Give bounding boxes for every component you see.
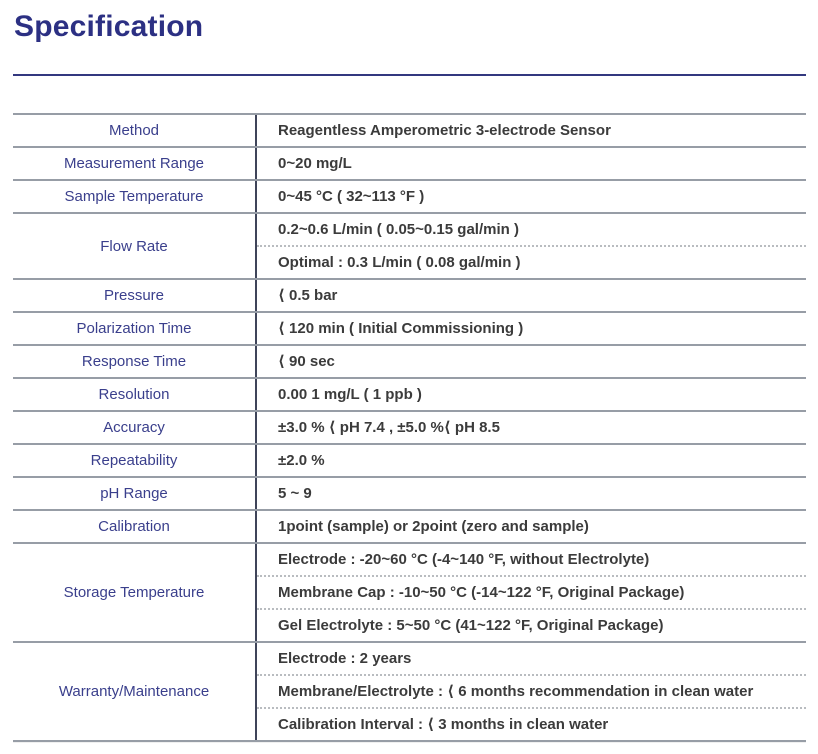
page-title: Specification <box>14 10 204 43</box>
row-value: 0~45 °C ( 32~113 °F ) <box>278 188 425 205</box>
row-value: 0~20 mg/L <box>278 155 352 172</box>
row-label: Storage Temperature <box>63 584 205 601</box>
row-label: Polarization Time <box>76 320 192 337</box>
row-label: Repeatability <box>90 452 178 469</box>
specification-table: Method Reagentless Amperometric 3-electr… <box>13 113 806 742</box>
row-label: Flow Rate <box>100 237 168 255</box>
table-row-ph-range: pH Range 5 ~ 9 <box>13 478 806 511</box>
row-value: ⟨ 0.5 bar <box>278 287 338 304</box>
table-row-response-time: Response Time ⟨ 90 sec <box>13 346 806 379</box>
row-label: Method <box>108 122 160 139</box>
row-label: Pressure <box>103 287 165 304</box>
row-values: ±2.0 % <box>255 445 806 476</box>
row-value: Optimal : 0.3 L/min ( 0.08 gal/min ) <box>257 245 806 278</box>
row-value: ±3.0 % ⟨ pH 7.4 , ±5.0 %⟨ pH 8.5 <box>278 419 500 436</box>
row-values: 0.2~0.6 L/min ( 0.05~0.15 gal/min ) Opti… <box>255 214 806 278</box>
row-label: Resolution <box>98 386 170 403</box>
row-label: Accuracy <box>103 419 165 436</box>
row-label: pH Range <box>100 485 168 502</box>
row-values: Electrode : 2 years Membrane/Electrolyte… <box>255 643 806 740</box>
row-value: Electrode : -20~60 °C (-4~140 °F, withou… <box>278 551 650 568</box>
row-values: Reagentless Amperometric 3-electrode Sen… <box>255 115 806 146</box>
row-label: Calibration <box>98 518 170 535</box>
row-value: Calibration Interval : ⟨ 3 months in cle… <box>257 707 806 740</box>
table-row-method: Method Reagentless Amperometric 3-electr… <box>13 115 806 148</box>
row-values: 0.00 1 mg/L ( 1 ppb ) <box>255 379 806 410</box>
table-row-pressure: Pressure ⟨ 0.5 bar <box>13 280 806 313</box>
table-row-accuracy: Accuracy ±3.0 % ⟨ pH 7.4 , ±5.0 %⟨ pH 8.… <box>13 412 806 445</box>
table-row-flow-rate: Flow Rate 0.2~0.6 L/min ( 0.05~0.15 gal/… <box>13 214 806 280</box>
table-row-polarization-time: Polarization Time ⟨ 120 min ( Initial Co… <box>13 313 806 346</box>
row-values: Electrode : -20~60 °C (-4~140 °F, withou… <box>255 544 806 641</box>
row-values: 1point (sample) or 2point (zero and samp… <box>255 511 806 542</box>
row-value: Membrane/Electrolyte : ⟨ 6 months recomm… <box>257 674 806 707</box>
title-underline <box>13 74 806 76</box>
row-value: 1point (sample) or 2point (zero and samp… <box>278 518 589 535</box>
row-value: 5 ~ 9 <box>278 485 312 502</box>
table-row-repeatability: Repeatability ±2.0 % <box>13 445 806 478</box>
row-value: Gel Electrolyte : 5~50 °C (41~122 °F, Or… <box>257 608 806 641</box>
row-values: 0~20 mg/L <box>255 148 806 179</box>
row-value: Reagentless Amperometric 3-electrode Sen… <box>278 122 611 139</box>
row-label: Sample Temperature <box>64 188 204 205</box>
row-value: ⟨ 120 min ( Initial Commissioning ) <box>278 320 524 337</box>
table-row-warranty-maintenance: Warranty/Maintenance Electrode : 2 years… <box>13 643 806 742</box>
row-label: Response Time <box>81 353 187 370</box>
table-row-storage-temperature: Storage Temperature Electrode : -20~60 °… <box>13 544 806 643</box>
table-row-measurement-range: Measurement Range 0~20 mg/L <box>13 148 806 181</box>
row-value: 0.00 1 mg/L ( 1 ppb ) <box>278 386 422 403</box>
row-value: 0.2~0.6 L/min ( 0.05~0.15 gal/min ) <box>278 221 519 238</box>
row-values: 0~45 °C ( 32~113 °F ) <box>255 181 806 212</box>
row-values: 5 ~ 9 <box>255 478 806 509</box>
row-values: ±3.0 % ⟨ pH 7.4 , ±5.0 %⟨ pH 8.5 <box>255 412 806 443</box>
table-row-resolution: Resolution 0.00 1 mg/L ( 1 ppb ) <box>13 379 806 412</box>
row-value: Electrode : 2 years <box>278 650 412 667</box>
row-value: Membrane Cap : -10~50 °C (-14~122 °F, Or… <box>257 575 806 608</box>
table-row-sample-temperature: Sample Temperature 0~45 °C ( 32~113 °F ) <box>13 181 806 214</box>
row-value: ⟨ 90 sec <box>278 353 335 370</box>
table-row-calibration: Calibration 1point (sample) or 2point (z… <box>13 511 806 544</box>
row-values: ⟨ 0.5 bar <box>255 280 806 311</box>
row-label: Measurement Range <box>63 155 205 172</box>
row-values: ⟨ 120 min ( Initial Commissioning ) <box>255 313 806 344</box>
row-label: Warranty/Maintenance <box>58 683 210 700</box>
row-values: ⟨ 90 sec <box>255 346 806 377</box>
row-value: ±2.0 % <box>278 452 325 469</box>
